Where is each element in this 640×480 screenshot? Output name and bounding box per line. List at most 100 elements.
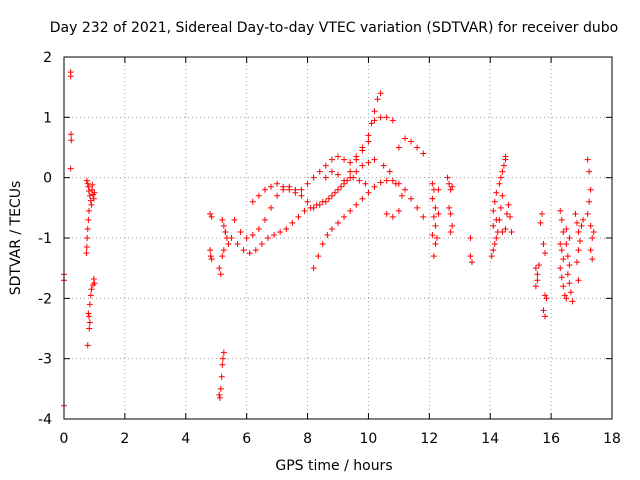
data-point-marker [432, 222, 439, 229]
data-point-marker [255, 225, 262, 232]
data-point-marker [331, 189, 338, 196]
data-point-marker [429, 231, 436, 238]
y-tick-label: -1 [38, 231, 52, 247]
data-point-marker [467, 253, 474, 260]
data-point-marker [386, 168, 393, 175]
data-point-marker [310, 265, 317, 272]
data-point-marker [435, 210, 442, 217]
data-point-marker [335, 153, 341, 160]
data-point-marker [414, 204, 421, 211]
data-point-marker [335, 171, 341, 178]
data-point-marker [83, 177, 90, 184]
data-point-marker [383, 114, 390, 121]
x-axis-label: GPS time / hours [275, 458, 392, 474]
data-point-marker [490, 247, 497, 254]
data-point-marker [86, 301, 93, 308]
data-point-marker [231, 216, 238, 223]
data-point-marker [362, 180, 369, 187]
data-point-marker [280, 183, 287, 190]
data-point-marker [219, 216, 226, 223]
data-point-marker [383, 210, 390, 217]
data-point-marker [573, 219, 580, 226]
data-point-marker [578, 222, 585, 229]
data-point-marker [590, 228, 597, 235]
data-point-marker [499, 192, 506, 199]
data-point-marker [88, 286, 95, 293]
data-point-marker [497, 174, 504, 181]
data-point-marker [87, 292, 94, 299]
data-point-marker [566, 235, 573, 241]
data-point-marker [371, 156, 378, 163]
data-point-marker [567, 289, 574, 296]
data-point-marker [341, 177, 348, 184]
data-point-marker [268, 183, 275, 190]
data-point-marker [87, 197, 94, 204]
data-point-marker [347, 207, 354, 214]
data-point-marker [432, 204, 439, 211]
data-point-marker [249, 198, 256, 205]
data-point-marker [575, 277, 582, 284]
data-point-marker [359, 195, 366, 202]
data-point-marker [84, 235, 91, 241]
data-point-marker [389, 117, 396, 124]
data-point-marker [558, 247, 565, 254]
data-point-marker [490, 222, 497, 229]
data-point-marker [328, 192, 335, 199]
x-tick-label: 14 [481, 431, 499, 447]
data-point-marker [429, 195, 436, 202]
data-point-marker [67, 73, 74, 80]
data-point-marker [347, 159, 354, 166]
data-point-marker [295, 213, 302, 220]
data-point-marker [401, 135, 408, 142]
data-point-marker [341, 213, 348, 220]
data-point-marker [316, 168, 323, 175]
data-point-marker [467, 235, 474, 241]
data-point-marker [542, 292, 549, 299]
data-point-marker [377, 90, 384, 97]
data-point-marker [240, 247, 247, 254]
data-point-marker [310, 174, 317, 181]
data-point-marker [430, 213, 437, 220]
x-tick-label: 10 [360, 431, 378, 447]
x-tick-label: 2 [120, 431, 129, 447]
data-point-marker [534, 271, 541, 278]
data-point-marker [371, 117, 378, 124]
data-point-marker [566, 280, 573, 287]
data-point-marker [408, 195, 415, 202]
data-point-marker [408, 138, 415, 145]
data-point-marker [271, 231, 278, 238]
series-arc-b [231, 156, 378, 241]
data-point-marker [374, 96, 381, 103]
data-point-marker [557, 241, 564, 248]
data-point-marker [377, 179, 384, 186]
data-point-marker [395, 207, 402, 214]
data-point-marker [383, 177, 390, 184]
data-point-marker [589, 235, 596, 241]
series-mid-morning [207, 210, 232, 401]
data-point-marker [368, 120, 375, 127]
data-point-marker [353, 156, 360, 163]
series-early [61, 69, 98, 409]
data-point-marker [449, 183, 456, 190]
data-point-marker [365, 132, 372, 139]
series-arc-c [249, 90, 384, 205]
x-tick-label: 8 [303, 431, 312, 447]
y-tick-label: -4 [38, 412, 52, 428]
data-point-marker [310, 204, 317, 211]
data-point-marker [86, 319, 93, 326]
data-point-marker [353, 168, 360, 175]
data-point-marker [491, 198, 498, 205]
data-point-marker [558, 274, 565, 281]
data-point-marker [298, 186, 305, 193]
data-point-marker [217, 385, 224, 392]
data-point-marker [557, 207, 564, 214]
data-point-marker [569, 298, 576, 305]
data-point-marker [208, 213, 215, 220]
data-point-marker [86, 325, 93, 332]
data-point-marker [371, 183, 378, 190]
data-point-marker [246, 250, 253, 257]
chart-title: Day 232 of 2021, Sidereal Day-to-day VTE… [50, 20, 618, 36]
data-point-marker [365, 159, 372, 166]
data-point-marker [447, 186, 454, 193]
data-point-marker [88, 201, 95, 208]
